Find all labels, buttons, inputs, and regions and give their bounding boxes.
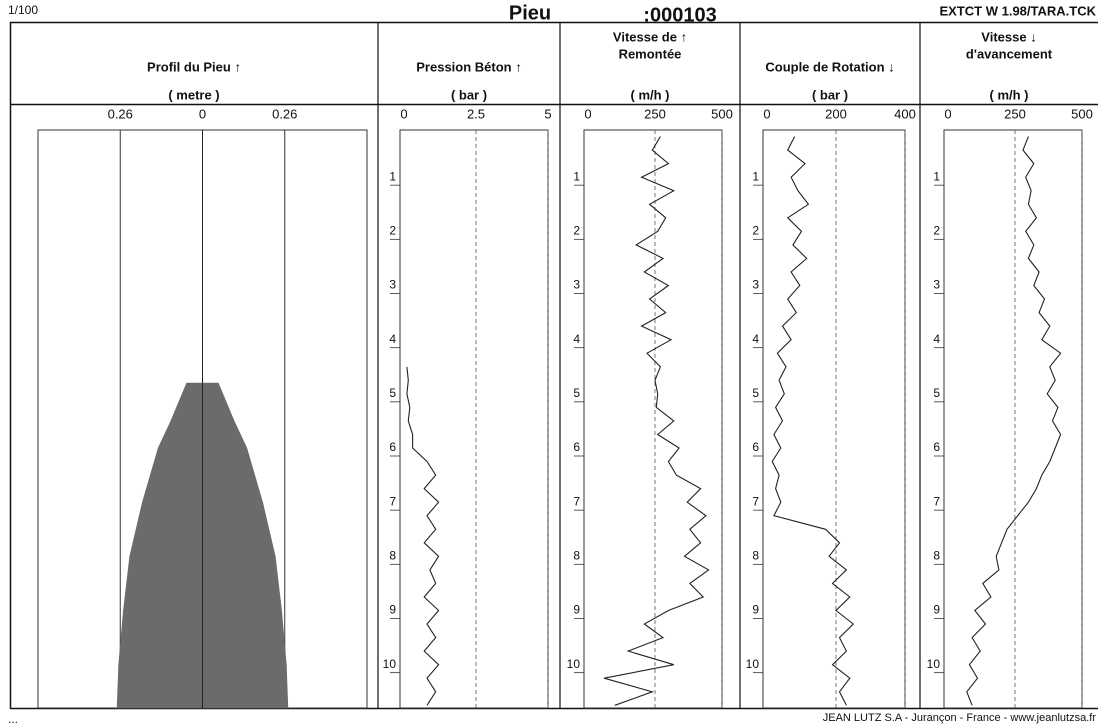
x-tick-label: 500 <box>711 106 733 121</box>
depth-label: 6 <box>573 440 580 454</box>
depth-label: 7 <box>933 494 940 508</box>
depth-label: 10 <box>927 657 941 671</box>
depth-label: 10 <box>567 657 581 671</box>
panel-title: Vitesse de ↑ <box>613 29 687 44</box>
x-tick-label: 200 <box>825 106 847 121</box>
depth-label: 1 <box>752 169 759 183</box>
depth-label: 9 <box>573 603 580 617</box>
x-tick-label: 0 <box>944 106 951 121</box>
panel-unit: ( m/h ) <box>990 87 1029 102</box>
depth-label: 3 <box>573 278 580 292</box>
depth-label: 2 <box>573 224 580 238</box>
depth-label: 8 <box>573 549 580 563</box>
depth-label: 2 <box>933 224 940 238</box>
panel-title: d'avancement <box>966 46 1053 61</box>
depth-label: 2 <box>389 224 396 238</box>
depth-label: 4 <box>573 332 580 346</box>
depth-label: 6 <box>389 440 396 454</box>
panel-title: Remontée <box>619 46 682 61</box>
depth-label: 6 <box>933 440 940 454</box>
panel-title: Pression Béton ↑ <box>416 59 521 74</box>
depth-label: 9 <box>752 603 759 617</box>
depth-label: 2 <box>752 224 759 238</box>
depth-label: 4 <box>933 332 940 346</box>
depth-label: 1 <box>573 169 580 183</box>
report: 1/100 Pieu :000103 EXTCT W 1.98/TARA.TCK… <box>0 0 1098 728</box>
depth-label: 7 <box>389 494 396 508</box>
depth-label: 10 <box>746 657 760 671</box>
footer-left: ... <box>8 712 18 726</box>
depth-label: 7 <box>573 494 580 508</box>
depth-label: 5 <box>389 386 396 400</box>
page: 1/100 Pieu :000103 EXTCT W 1.98/TARA.TCK… <box>0 0 1098 728</box>
footer-right: JEAN LUTZ S.A - Jurançon - France - www.… <box>823 712 1097 724</box>
depth-label: 6 <box>752 440 759 454</box>
x-tick-label: 250 <box>1004 106 1026 121</box>
x-tick-label: 0 <box>584 106 591 121</box>
panel-title: Couple de Rotation ↓ <box>765 59 894 74</box>
depth-label: 8 <box>752 549 759 563</box>
depth-label: 9 <box>389 603 396 617</box>
x-tick-label: 500 <box>1071 106 1093 121</box>
depth-label: 10 <box>383 657 397 671</box>
panel-unit: ( bar ) <box>451 87 487 102</box>
x-tick-label: 0.26 <box>272 106 297 121</box>
depth-label: 8 <box>933 549 940 563</box>
depth-label: 3 <box>389 278 396 292</box>
depth-label: 1 <box>389 169 396 183</box>
depth-label: 1 <box>933 169 940 183</box>
depth-label: 4 <box>389 332 396 346</box>
panel-unit: ( m/h ) <box>631 87 670 102</box>
depth-label: 9 <box>933 603 940 617</box>
page-title: Pieu <box>509 2 551 24</box>
x-tick-label: 5 <box>544 106 551 121</box>
depth-label: 3 <box>752 278 759 292</box>
x-tick-label: 0.26 <box>108 106 133 121</box>
x-tick-label: 0 <box>400 106 407 121</box>
depth-label: 5 <box>573 386 580 400</box>
x-tick-label: 250 <box>644 106 666 121</box>
depth-label: 5 <box>933 386 940 400</box>
depth-label: 4 <box>752 332 759 346</box>
depth-label: 3 <box>933 278 940 292</box>
panel-title: Vitesse ↓ <box>981 29 1036 44</box>
depth-label: 5 <box>752 386 759 400</box>
panel-unit: ( metre ) <box>168 87 219 102</box>
panel-title: Profil du Pieu ↑ <box>147 59 241 74</box>
x-tick-label: 0 <box>199 106 206 121</box>
depth-label: 7 <box>752 494 759 508</box>
panel-unit: ( bar ) <box>812 87 848 102</box>
version: EXTCT W 1.98/TARA.TCK <box>940 3 1097 18</box>
x-tick-label: 2.5 <box>467 106 485 121</box>
scale: 1/100 <box>8 3 38 17</box>
depth-label: 8 <box>389 549 396 563</box>
x-tick-label: 400 <box>894 106 916 121</box>
x-tick-label: 0 <box>763 106 770 121</box>
